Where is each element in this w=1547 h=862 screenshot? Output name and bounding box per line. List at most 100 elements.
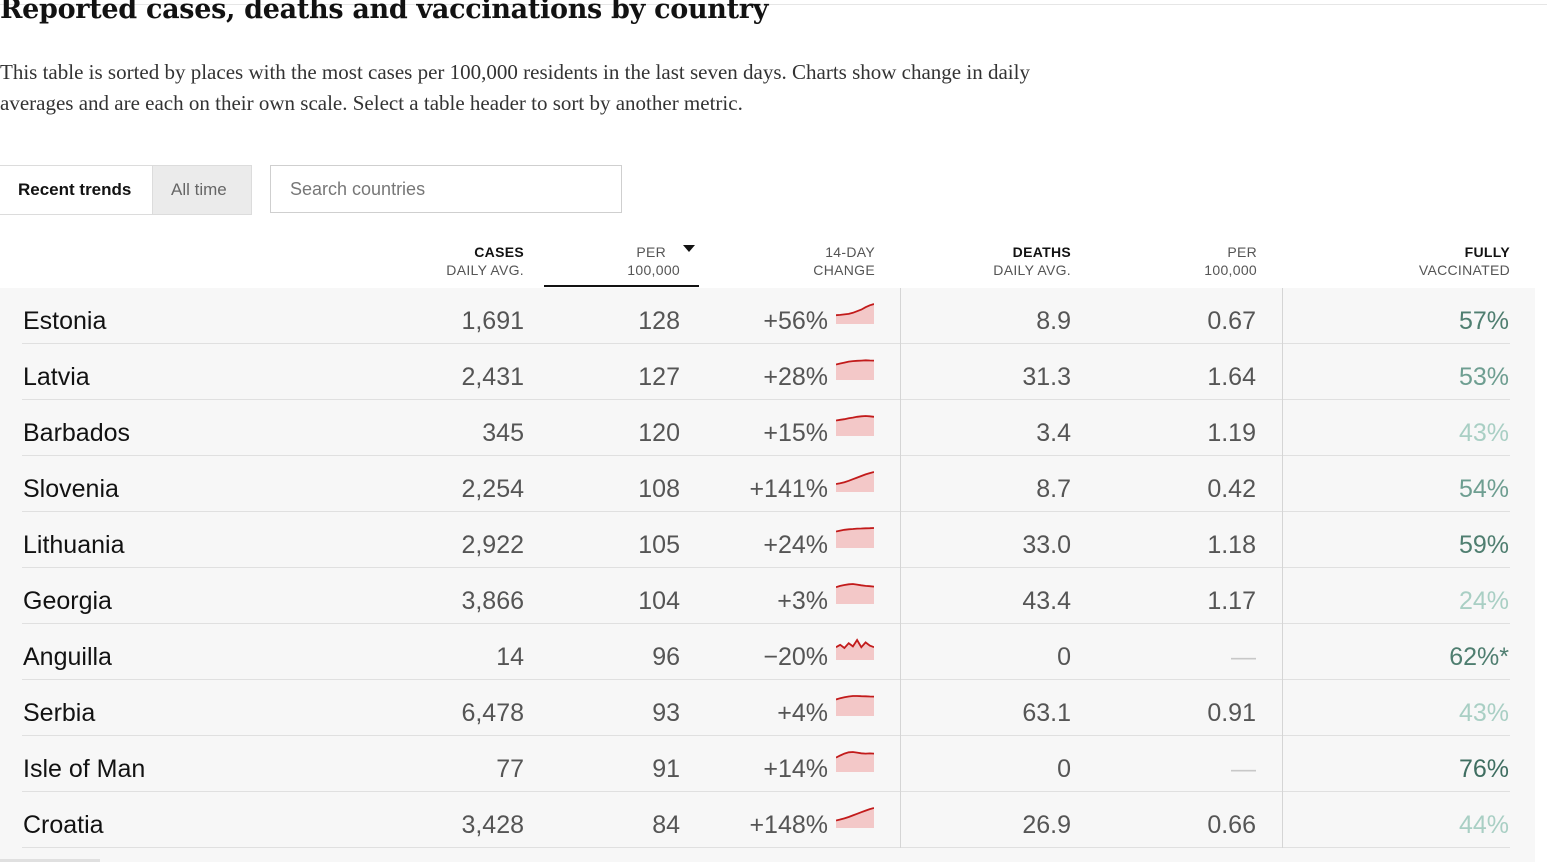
cases-daily-avg: 3,866 <box>461 587 524 615</box>
row-divider <box>22 455 1510 456</box>
deaths-daily-avg: 8.7 <box>1036 475 1071 503</box>
trend-sparkline <box>836 303 874 324</box>
country-name: Croatia <box>23 811 104 839</box>
country-table: Estonia 1,691 128 +56% 8.9 0.67 57% Latvia 2,431… <box>0 288 1535 862</box>
row-divider <box>22 567 1510 568</box>
row-divider <box>22 343 1510 344</box>
deaths-per-100k: 0.42 <box>1207 475 1256 503</box>
cases-daily-avg: 6,478 <box>461 699 524 727</box>
sparkline-area <box>836 472 874 492</box>
fourteen-day-change: +56% <box>763 307 828 335</box>
deaths-daily-avg: 0 <box>1057 755 1071 783</box>
table-row[interactable]: Slovenia 2,254 108 +141% 8.7 0.42 54% <box>0 456 1535 512</box>
table-row[interactable]: Serbia 6,478 93 +4% 63.1 0.91 43% <box>0 680 1535 736</box>
country-name: Serbia <box>23 699 96 727</box>
sparkline-area <box>836 584 874 604</box>
sparkline-line <box>836 471 874 485</box>
fully-vaccinated: 54% <box>1458 475 1509 503</box>
cases-per-100k: 84 <box>652 811 680 839</box>
country-name: Estonia <box>23 307 107 335</box>
trend-sparkline <box>836 471 874 492</box>
fully-vaccinated: 57% <box>1458 307 1509 335</box>
fourteen-day-change: −20% <box>763 643 828 671</box>
header-fully-vaccinated[interactable]: FULLY VACCINATED <box>1418 244 1510 278</box>
deaths-daily-avg: 3.4 <box>1036 419 1071 447</box>
deaths-daily-avg: 26.9 <box>1022 811 1071 839</box>
cases-per-100k: 105 <box>638 531 680 559</box>
deaths-daily-avg: 63.1 <box>1022 699 1071 727</box>
header-deaths-per-100k[interactable]: PER 100,000 <box>1204 244 1257 278</box>
cases-per-100k: 104 <box>638 587 680 615</box>
table-row[interactable]: Latvia 2,431 127 +28% 31.3 1.64 53% <box>0 344 1535 400</box>
active-sort-underline <box>544 285 699 287</box>
cases-per-100k: 120 <box>638 419 680 447</box>
deaths-per-100k: 1.17 <box>1207 587 1256 615</box>
deaths-per-100k: 0.66 <box>1207 811 1256 839</box>
trend-sparkline <box>836 638 874 660</box>
header-cases[interactable]: CASES DAILY AVG. <box>446 244 524 278</box>
trend-sparkline <box>836 695 874 716</box>
table-description: This table is sorted by places with the … <box>0 60 1030 115</box>
table-row[interactable]: Isle of Man 77 91 +14% 0 — 76% <box>0 736 1535 792</box>
table-row[interactable]: Georgia 3,866 104 +3% 43.4 1.17 24% <box>0 568 1535 624</box>
sparkline-line <box>836 638 874 650</box>
sparkline-area <box>836 528 874 548</box>
cases-per-100k: 96 <box>652 643 680 671</box>
fourteen-day-change: +3% <box>777 587 828 615</box>
fourteen-day-change: +4% <box>777 699 828 727</box>
sparkline-line <box>836 359 874 366</box>
table-row[interactable]: Anguilla 14 96 −20% 0 — 62%* <box>0 624 1535 680</box>
sparkline-line <box>836 751 874 759</box>
sparkline-area <box>836 640 874 660</box>
sparkline-area <box>836 416 874 436</box>
row-divider <box>22 511 1510 512</box>
row-divider <box>22 735 1510 736</box>
country-name: Isle of Man <box>23 755 146 783</box>
row-divider <box>22 679 1510 680</box>
top-divider <box>0 0 1547 5</box>
page-title: Reported cases, deaths and vaccinations … <box>0 0 769 25</box>
country-name: Slovenia <box>23 475 119 503</box>
sparkline-area <box>836 304 874 324</box>
trend-sparkline <box>836 527 874 548</box>
column-divider <box>900 288 901 848</box>
sparkline-area <box>836 808 874 828</box>
trend-sparkline <box>836 359 874 380</box>
table-row[interactable]: Lithuania 2,922 105 +24% 33.0 1.18 59% <box>0 512 1535 568</box>
deaths-per-100k: 1.19 <box>1207 419 1256 447</box>
fully-vaccinated: 43% <box>1458 419 1509 447</box>
fully-vaccinated: 24% <box>1458 587 1509 615</box>
cases-daily-avg: 2,431 <box>461 363 524 391</box>
fully-vaccinated: 62%* <box>1449 643 1509 671</box>
sparkline-line <box>836 303 874 317</box>
fully-vaccinated: 43% <box>1458 699 1509 727</box>
table-row[interactable]: Estonia 1,691 128 +56% 8.9 0.67 57% <box>0 288 1535 344</box>
deaths-daily-avg: 43.4 <box>1022 587 1071 615</box>
tab-all-time[interactable]: All time <box>152 166 251 214</box>
tab-recent-trends[interactable]: Recent trends <box>0 166 152 214</box>
fourteen-day-change: +14% <box>763 755 828 783</box>
deaths-daily-avg: 33.0 <box>1022 531 1071 559</box>
country-name: Latvia <box>23 363 90 391</box>
header-14-day-change[interactable]: 14-DAY CHANGE <box>813 244 875 278</box>
trend-sparkline <box>836 807 874 828</box>
scroll-indicator <box>0 859 100 862</box>
deaths-per-100k: — <box>1231 755 1256 783</box>
search-countries-input[interactable] <box>270 165 622 213</box>
row-divider <box>22 623 1510 624</box>
header-cases-per-100k[interactable]: PER 100,000 <box>627 244 680 278</box>
deaths-daily-avg: 31.3 <box>1022 363 1071 391</box>
cases-per-100k: 91 <box>652 755 680 783</box>
trend-sparkline <box>836 415 874 436</box>
table-row[interactable]: Barbados 345 120 +15% 3.4 1.19 43% <box>0 400 1535 456</box>
sparkline-line <box>836 695 874 701</box>
cases-per-100k: 128 <box>638 307 680 335</box>
sort-descending-icon <box>683 245 695 252</box>
cases-daily-avg: 3,428 <box>461 811 524 839</box>
header-deaths[interactable]: DEATHS DAILY AVG. <box>993 244 1071 278</box>
deaths-daily-avg: 8.9 <box>1036 307 1071 335</box>
table-row[interactable]: Croatia 3,428 84 +148% 26.9 0.66 44% <box>0 792 1535 848</box>
deaths-per-100k: 0.67 <box>1207 307 1256 335</box>
sparkline-line <box>836 807 874 822</box>
sparkline-line <box>836 583 874 589</box>
